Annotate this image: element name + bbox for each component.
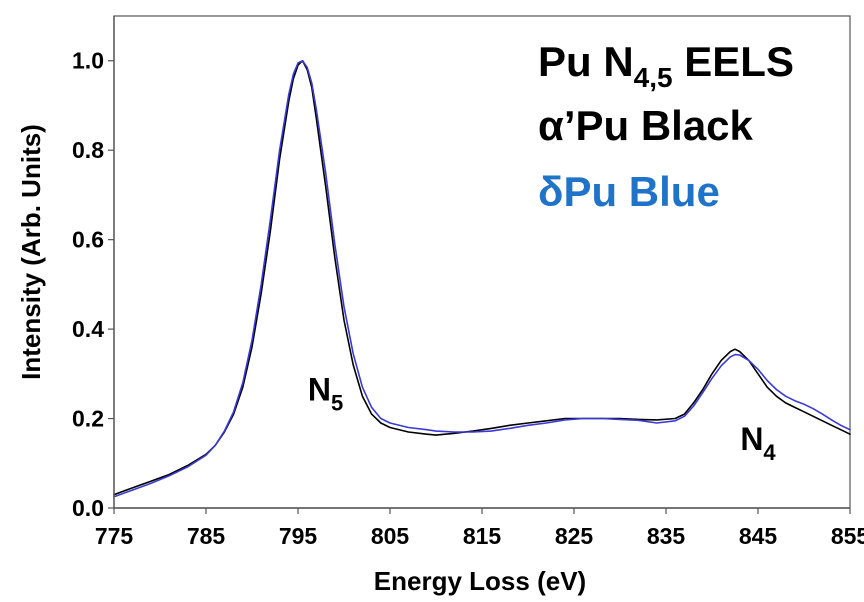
- annotation-n5: N5: [308, 372, 343, 416]
- y-axis-title: Intensity (Arb. Units): [16, 124, 46, 380]
- annotations-layer: N5 N4: [308, 372, 777, 465]
- legend-line-1-sub: 4,5: [634, 62, 673, 93]
- x-tick-label: 815: [463, 523, 502, 549]
- ticks-layer: 775 785 795 805 815 825 835 845 855 0.0 0.2 0.4 0.6 0…: [72, 48, 864, 549]
- plot-area: [113, 15, 851, 509]
- x-tick-label: 845: [739, 523, 778, 549]
- y-tick-label: 1.0: [72, 48, 104, 74]
- legend-line-2: α’Pu Black: [538, 102, 754, 149]
- legend-line-1: Pu N4,5 EELS: [538, 38, 794, 93]
- x-tick-label: 855: [831, 523, 864, 549]
- x-tick-label: 795: [279, 523, 318, 549]
- y-tick-label: 0.2: [72, 406, 104, 432]
- legend-line-1-main: Pu N: [538, 38, 634, 85]
- y-tick-label: 0.4: [72, 316, 104, 342]
- y-tick-label: 0.0: [72, 495, 104, 521]
- x-axis-title: Energy Loss (eV): [374, 566, 586, 596]
- x-tick-label: 825: [555, 523, 594, 549]
- plot-frame: [113, 15, 851, 509]
- series-layer: [113, 59, 851, 498]
- legend-line-1-tail: EELS: [673, 38, 794, 85]
- x-tick-label: 775: [95, 523, 134, 549]
- y-tick-label: 0.8: [72, 137, 104, 163]
- series-line-alpha-pu: [113, 59, 851, 496]
- x-tick-label: 805: [371, 523, 410, 549]
- series-line-delta-pu: [113, 59, 851, 498]
- legend: Pu N4,5 EELS α’Pu Black δPu Blue: [538, 38, 794, 215]
- legend-line-3: δPu Blue: [538, 168, 720, 215]
- x-tick-label: 785: [187, 523, 226, 549]
- annotation-n4: N4: [740, 421, 776, 465]
- y-tick-label: 0.6: [72, 227, 104, 253]
- x-tick-label: 835: [647, 523, 686, 549]
